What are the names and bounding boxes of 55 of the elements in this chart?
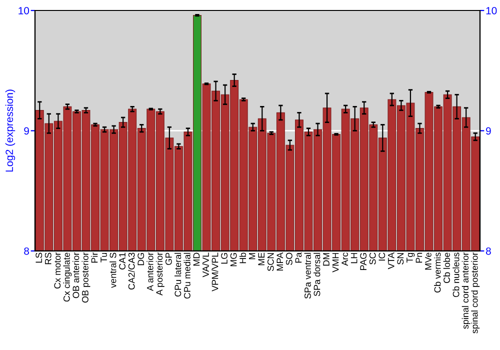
x-tick-label: Pir — [91, 252, 98, 263]
x-tick-label: LG — [221, 253, 228, 264]
x-tick-label: MPA — [276, 252, 284, 270]
x-tick-label: MVe — [425, 252, 432, 270]
x-tick-label: Tu — [100, 252, 107, 262]
x-tick-label: Cb nucleus — [452, 252, 460, 298]
x-tick-label: CA2/CA3 — [128, 252, 135, 290]
x-tick-label: A posterior — [156, 252, 164, 296]
y-tick-label: 10 — [18, 7, 30, 14]
x-tick-label: spinal cord posterior — [471, 252, 480, 334]
x-tick-label: VMH — [332, 253, 339, 272]
x-tick-label: Pa — [295, 252, 302, 263]
x-tick-label: PAG — [360, 253, 367, 270]
x-tick-label: Hb — [239, 252, 246, 264]
x-tick-label: OB posterior — [82, 252, 90, 303]
x-tick-label: LS — [36, 252, 42, 263]
y-tick-label: 9 — [24, 127, 29, 135]
x-tick-label: CA1 — [119, 252, 126, 270]
x-tick-label: ME — [258, 252, 264, 266]
x-tick-label: MD — [193, 252, 200, 266]
x-tick-label: VPM/VPL — [212, 252, 218, 292]
x-tick-label: Cb lobe — [443, 252, 450, 283]
x-tick-label: IC — [378, 252, 386, 261]
x-tick-label: VTA — [388, 252, 394, 270]
x-tick-label: SO — [286, 252, 292, 265]
x-tick-label: Cx cingulate — [63, 252, 72, 302]
x-tick-label: VA/VL — [202, 252, 209, 278]
x-tick-label: MG — [230, 253, 237, 266]
y2-tick-label: 8 — [486, 247, 491, 255]
y2-tick-label: 9 — [486, 127, 491, 135]
x-tick-label: DG — [138, 253, 144, 266]
x-tick-label: OB anterior — [72, 252, 80, 298]
x-tick-label: Arc — [342, 252, 348, 266]
y2-tick-label: 10 — [486, 7, 497, 14]
x-tick-label: SPa dorsal — [314, 252, 320, 296]
x-tick-label: Cb vermis — [434, 252, 441, 293]
x-tick-label: SCN — [267, 253, 274, 271]
x-tick-label: Tg — [406, 252, 415, 263]
y-axis-title: Log2 (expression) — [5, 90, 16, 172]
x-tick-label: SC — [369, 252, 376, 264]
x-tick-label: DM — [323, 253, 330, 266]
x-tick-label: ventral S — [110, 252, 116, 288]
x-tick-label: Cx motor — [54, 252, 61, 288]
x-tick-label: GP — [165, 252, 172, 265]
x-tick-label: CPu medial — [184, 252, 190, 299]
x-tick-label: Pn — [416, 252, 422, 263]
x-tick-label: RS — [44, 252, 52, 264]
x-tick-label: SN — [397, 253, 404, 264]
x-tick-label: CPu lateral — [174, 252, 182, 297]
x-tick-label: LH — [350, 253, 358, 264]
x-tick-label: SPa ventral — [304, 252, 311, 299]
x-tick-label: spinal cord anterior — [462, 252, 470, 329]
y-tick-label: 8 — [24, 247, 29, 255]
x-tick-label: A anterior — [146, 252, 154, 291]
x-tick-label: M — [248, 253, 256, 260]
